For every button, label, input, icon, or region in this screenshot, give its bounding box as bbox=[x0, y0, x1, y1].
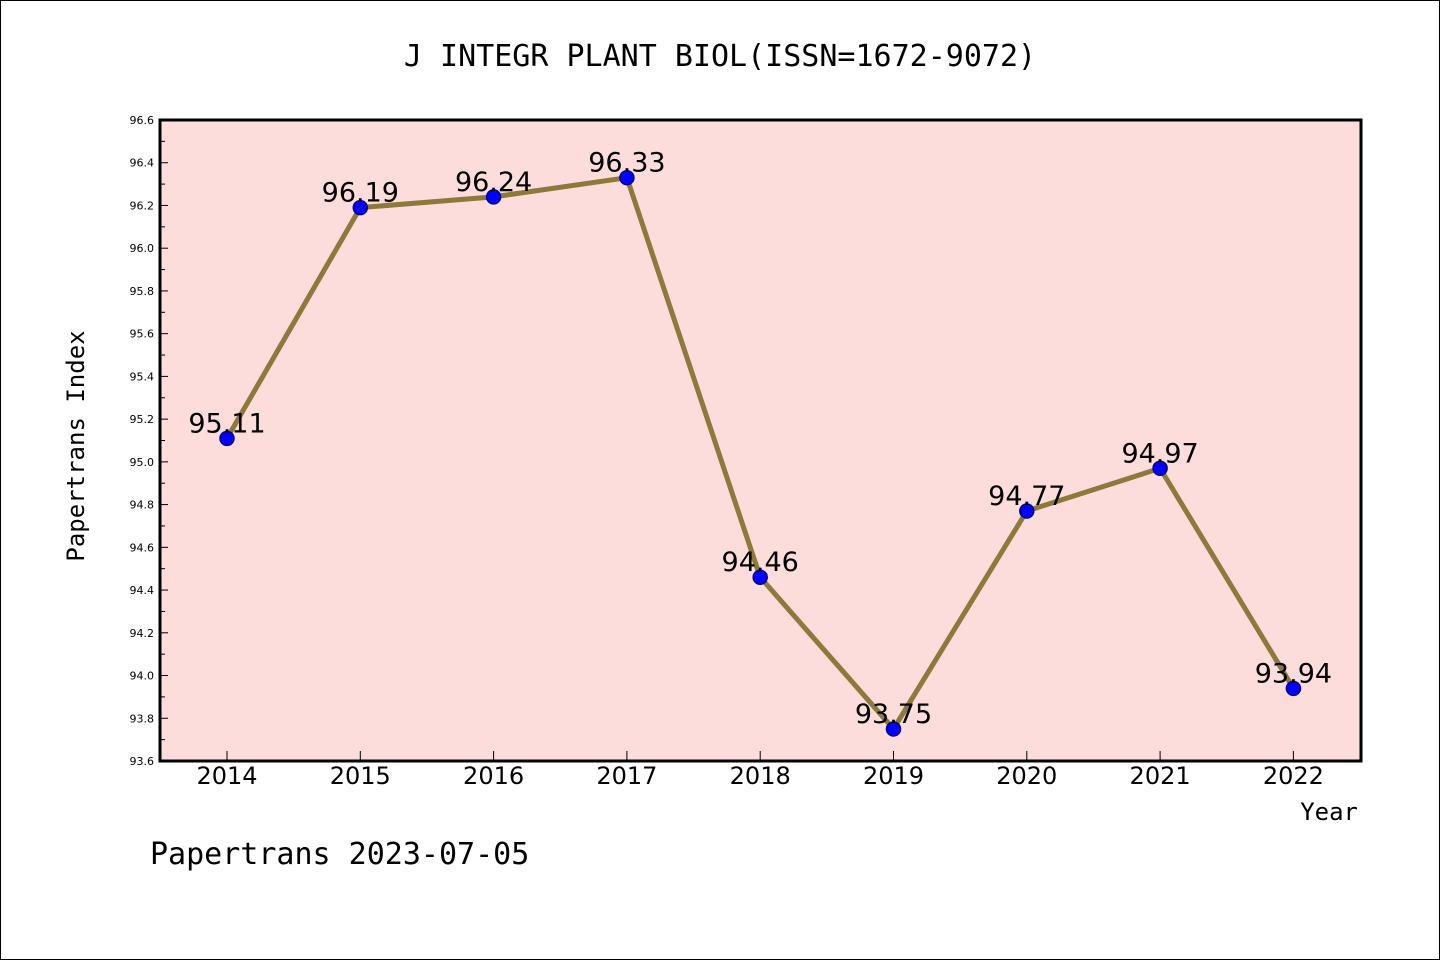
x-axis: 2014 2015 2016 2017 2018 2019 2020 2021 2022 bbox=[196, 751, 1324, 790]
data-point bbox=[752, 569, 768, 585]
y-axis: 93.6 93.8 94.0 94.2 94.4 94.6 94.8 95.0 95.2 95.4… bbox=[130, 114, 168, 768]
data-point bbox=[619, 169, 635, 186]
data-point bbox=[885, 721, 902, 737]
x-tick-label: 2017 bbox=[596, 762, 657, 790]
x-axis-label: Year bbox=[1300, 798, 1358, 826]
y-tick-label: 93.8 bbox=[130, 712, 155, 725]
x-tick-label: 2022 bbox=[1263, 762, 1324, 790]
y-axis-label: Papertrans Index bbox=[62, 330, 90, 561]
chart-title: J INTEGR PLANT BIOL(ISSN=1672-9072) bbox=[404, 39, 1036, 74]
data-label: 93.94 bbox=[1255, 658, 1332, 689]
y-tick-label: 95.8 bbox=[130, 285, 155, 298]
x-tick-label: 2019 bbox=[863, 762, 924, 790]
data-label: 96.33 bbox=[588, 148, 665, 179]
data-point bbox=[219, 430, 235, 447]
data-point bbox=[352, 199, 369, 216]
plot-area bbox=[158, 118, 1363, 763]
x-tick-label: 2014 bbox=[196, 762, 257, 790]
data-point bbox=[1019, 503, 1035, 519]
data-label: 96.19 bbox=[322, 178, 399, 209]
y-tick-label: 94.6 bbox=[130, 541, 155, 554]
data-label: 96.24 bbox=[455, 167, 532, 198]
data-label: 94.97 bbox=[1121, 438, 1198, 469]
y-tick-label: 96.2 bbox=[130, 199, 155, 212]
x-tick-label: 2021 bbox=[1130, 762, 1191, 790]
data-point bbox=[1152, 460, 1168, 477]
x-tick-label: 2020 bbox=[996, 762, 1057, 790]
data-point bbox=[485, 189, 502, 205]
data-point bbox=[1285, 680, 1302, 697]
y-tick-label: 94.4 bbox=[130, 584, 155, 597]
data-label: 94.46 bbox=[722, 547, 799, 578]
y-tick-label: 96.6 bbox=[130, 114, 155, 127]
y-tick-label: 95.6 bbox=[130, 328, 155, 341]
y-tick-label: 93.6 bbox=[130, 755, 155, 768]
x-tick-label: 2015 bbox=[330, 762, 391, 790]
y-tick-label: 95.0 bbox=[130, 456, 155, 469]
data-markers bbox=[219, 169, 1302, 737]
y-tick-label: 95.2 bbox=[130, 413, 155, 426]
y-tick-label: 95.4 bbox=[130, 370, 155, 383]
y-tick-label: 96.0 bbox=[130, 242, 155, 255]
data-label: 95.11 bbox=[188, 408, 265, 439]
footer-credit: Papertrans 2023-07-05 bbox=[150, 837, 529, 872]
data-label: 94.77 bbox=[988, 481, 1065, 512]
y-tick-label: 94.0 bbox=[130, 670, 155, 683]
data-labels: 95.11 96.19 96.24 96.33 94.46 93.75 94.77 94.97… bbox=[188, 148, 1332, 730]
x-tick-label: 2018 bbox=[730, 762, 791, 790]
data-label: 93.75 bbox=[855, 699, 932, 730]
x-tick-label: 2016 bbox=[463, 762, 524, 790]
y-tick-label: 94.8 bbox=[130, 499, 155, 512]
y-tick-label: 96.4 bbox=[130, 157, 155, 170]
y-tick-label: 94.2 bbox=[130, 627, 155, 640]
